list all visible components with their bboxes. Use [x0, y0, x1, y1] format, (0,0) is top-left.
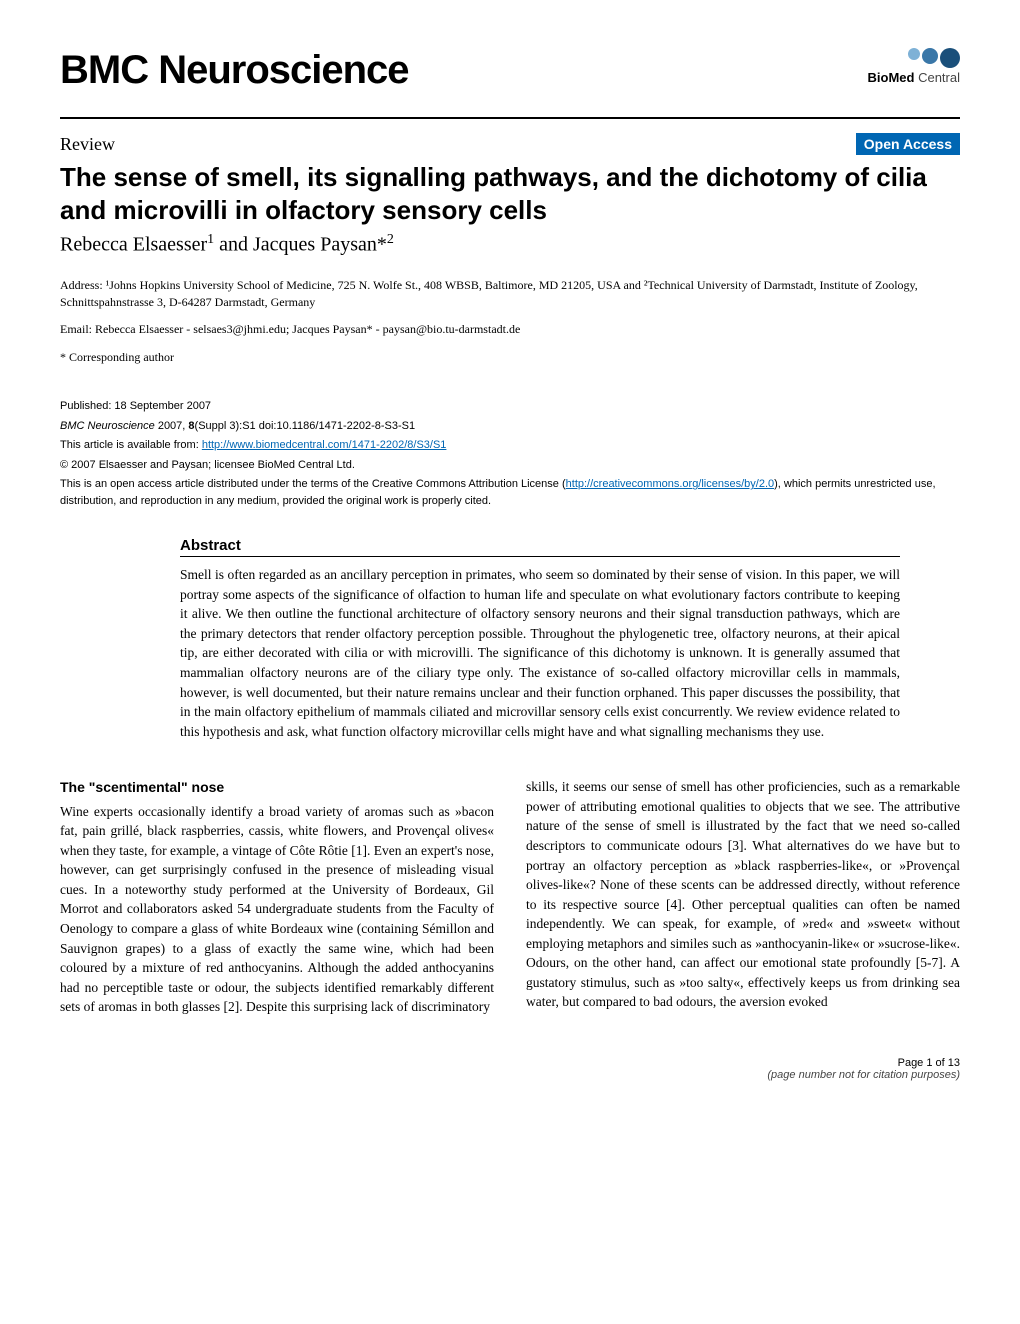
emails: Email: Rebecca Elsaesser - selsaes3@jhmi…: [60, 321, 960, 338]
article-type: Review: [60, 134, 115, 155]
body-col2-text: skills, it seems our sense of smell has …: [526, 779, 960, 1009]
body-columns: The "scentimental" nose Wine experts occ…: [60, 777, 960, 1016]
review-row: Review Open Access: [60, 133, 960, 155]
license-prefix: This is an open access article distribut…: [60, 478, 566, 490]
corresponding-note: * Corresponding author: [60, 349, 960, 366]
article-title: The sense of smell, its signalling pathw…: [60, 161, 960, 226]
logo-text-rest: Central: [914, 70, 960, 85]
availability-link[interactable]: http://www.biomedcentral.com/1471-2202/8…: [202, 439, 447, 451]
column-left: The "scentimental" nose Wine experts occ…: [60, 777, 494, 1016]
affiliations: Address: ¹Johns Hopkins University Schoo…: [60, 277, 960, 312]
journal-title: BMC Neuroscience: [60, 48, 409, 93]
section-heading: The "scentimental" nose: [60, 777, 494, 797]
open-access-badge: Open Access: [856, 133, 960, 155]
license-link[interactable]: http://creativecommons.org/licenses/by/2…: [566, 478, 774, 490]
authors: Rebecca Elsaesser1 and Jacques Paysan*2: [60, 232, 960, 257]
logo-mark: [868, 48, 960, 68]
abstract-box: Abstract Smell is often regarded as an a…: [180, 537, 900, 741]
header: BMC Neuroscience BioMed Central: [60, 48, 960, 93]
copyright: © 2007 Elsaesser and Paysan; licensee Bi…: [60, 457, 960, 474]
publisher-logo: BioMed Central: [868, 48, 960, 85]
page-footer: Page 1 of 13 (page number not for citati…: [60, 1057, 960, 1081]
column-right: skills, it seems our sense of smell has …: [526, 777, 960, 1016]
logo-circle-1: [908, 48, 920, 60]
availability: This article is available from: http://w…: [60, 437, 960, 454]
logo-circle-3: [940, 48, 960, 68]
page-number: Page 1 of 13: [60, 1057, 960, 1069]
published-date: Published: 18 September 2007: [60, 398, 960, 415]
logo-circle-2: [922, 48, 938, 64]
license: This is an open access article distribut…: [60, 476, 960, 509]
citation: BMC Neuroscience 2007, 8(Suppl 3):S1 doi…: [60, 418, 960, 435]
abstract-text: Smell is often regarded as an ancillary …: [180, 565, 900, 741]
logo-text: BioMed Central: [868, 70, 960, 85]
abstract-heading: Abstract: [180, 537, 900, 557]
body-col1-text: Wine experts occasionally identify a bro…: [60, 804, 494, 1015]
page-note: (page number not for citation purposes): [60, 1069, 960, 1081]
logo-text-bold: BioMed: [868, 70, 915, 85]
publication-info: Published: 18 September 2007 BMC Neurosc…: [60, 398, 960, 509]
divider: [60, 117, 960, 119]
availability-prefix: This article is available from:: [60, 439, 202, 451]
